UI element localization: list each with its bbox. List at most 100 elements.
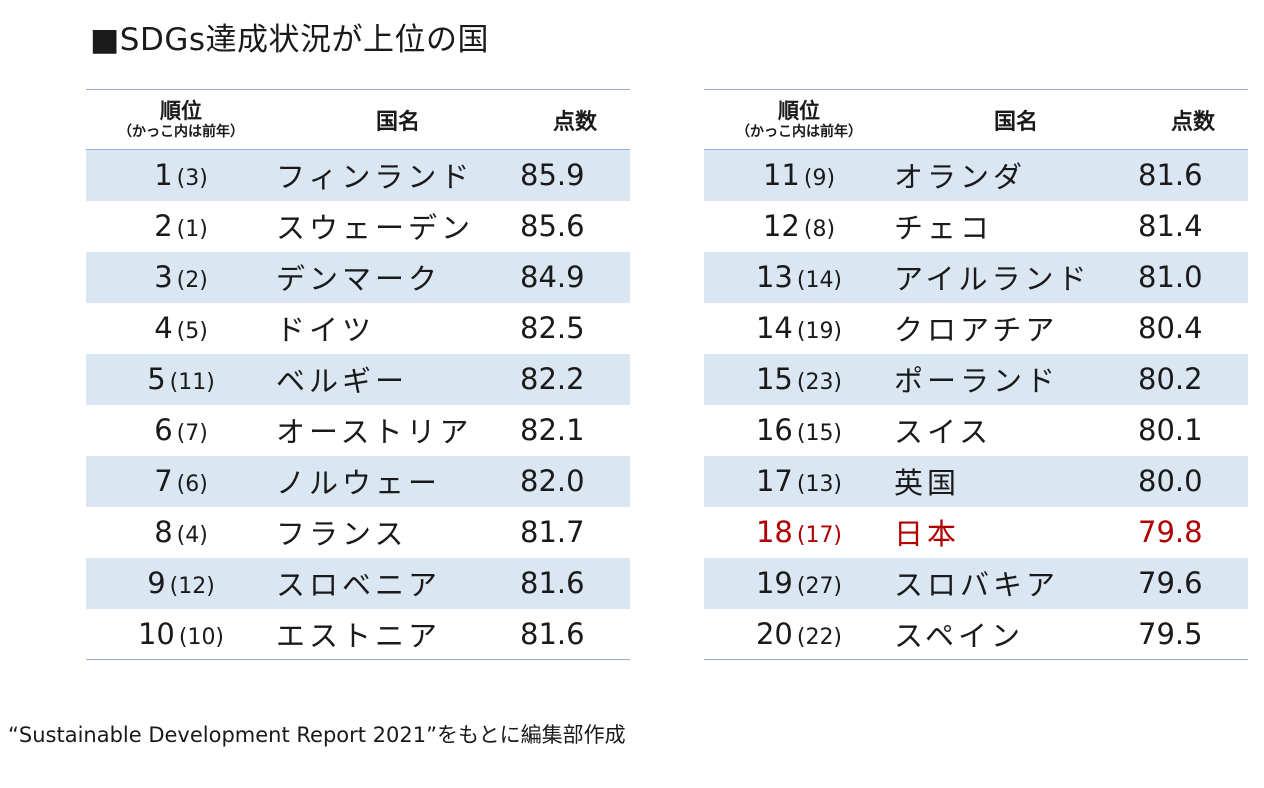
rank-value: 9 xyxy=(147,566,166,600)
table-row: 10 (10) エストニア 81.6 xyxy=(86,608,630,660)
rank-cell: 9 (12) xyxy=(86,558,276,609)
header-score: 点数 xyxy=(1138,89,1248,150)
table-row: 7 (6) ノルウェー 82.0 xyxy=(86,455,630,507)
table-row: 8 (4) フランス 81.7 xyxy=(86,507,630,558)
previous-rank: (7) xyxy=(176,421,208,446)
previous-rank: (5) xyxy=(176,319,208,344)
score-value: 81.0 xyxy=(1138,260,1203,294)
previous-rank: (1) xyxy=(176,217,208,242)
country-name: スロバキア xyxy=(894,568,1060,602)
rank-cell: 3 (2) xyxy=(86,252,276,303)
rank-value: 4 xyxy=(154,311,173,345)
previous-rank: (10) xyxy=(178,624,225,650)
country-name: フィンランド xyxy=(276,160,474,195)
rank-value: 18 xyxy=(755,515,793,549)
country-name: スペイン xyxy=(894,608,1138,660)
rank-value: 10 xyxy=(137,616,175,651)
header-rank: 順位 （かっこ内は前年） xyxy=(86,89,276,150)
table-row: 6 (7) オーストリア 82.1 xyxy=(86,405,630,456)
source-note: “Sustainable Development Report 2021”をもと… xyxy=(8,723,626,747)
rank-value: 8 xyxy=(154,515,173,549)
country-name: クロアチア xyxy=(894,313,1059,347)
rank-value: 14 xyxy=(755,311,793,345)
header-rank: 順位 （かっこ内は前年） xyxy=(704,89,894,150)
score-value: 82.1 xyxy=(520,413,585,447)
table-header-row: 順位 （かっこ内は前年） 国名 点数 xyxy=(704,89,1248,150)
score-value: 80.2 xyxy=(1138,362,1203,396)
header-country: 国名 xyxy=(894,89,1138,150)
table-row: 13 (14) アイルランド 81.0 xyxy=(704,251,1248,303)
header-rank-label: 順位 xyxy=(160,98,202,123)
previous-rank: (22) xyxy=(796,624,843,650)
rank-cell: 17 (13) xyxy=(704,456,894,507)
header-rank-note: （かっこ内は前年） xyxy=(736,123,862,140)
country-name: フランス xyxy=(276,517,408,551)
score-value: 85.9 xyxy=(520,158,585,193)
country-name: スロベニア xyxy=(276,568,442,602)
previous-rank: (13) xyxy=(796,472,843,497)
table-row: 20 (22) スペイン 79.5 xyxy=(704,608,1248,660)
rank-value: 11 xyxy=(762,158,800,193)
rank-cell: 10 (10) xyxy=(86,608,276,660)
rank-value: 20 xyxy=(755,616,793,651)
rank-cell: 4 (5) xyxy=(86,303,276,354)
score-value: 80.4 xyxy=(1138,311,1203,345)
rank-value: 16 xyxy=(755,413,793,447)
score-value: 79.8 xyxy=(1138,515,1203,549)
table-row: 11 (9) オランダ 81.6 xyxy=(704,149,1248,201)
previous-rank: (9) xyxy=(803,166,836,192)
score-value: 79.6 xyxy=(1138,566,1203,600)
score-value: 80.0 xyxy=(1138,464,1203,498)
table-body-right: 11 (9) オランダ 81.6 12 (8) チェコ 81.4 13 (14) アイルランド 81.… xyxy=(704,149,1248,660)
rank-cell: 18 (17) xyxy=(704,507,894,558)
country-name: デンマーク xyxy=(276,262,442,296)
table-row: 5 (11) ベルギー 82.2 xyxy=(86,353,630,405)
score-value: 82.2 xyxy=(520,362,585,396)
rank-cell: 19 (27) xyxy=(704,558,894,609)
rank-value: 19 xyxy=(755,566,793,600)
country-name: ポーランド xyxy=(894,364,1060,398)
rank-cell: 12 (8) xyxy=(704,201,894,252)
country-name: チェコ xyxy=(894,211,994,245)
table-row: 15 (23) ポーランド 80.2 xyxy=(704,353,1248,405)
score-value: 84.9 xyxy=(520,260,585,294)
table-row: 17 (13) 英国 80.0 xyxy=(704,455,1248,507)
score-value: 81.7 xyxy=(520,515,585,549)
page-title: ■SDGs達成状況が上位の国 xyxy=(90,22,490,58)
rank-cell: 11 (9) xyxy=(704,150,894,201)
previous-rank: (2) xyxy=(176,268,208,293)
previous-rank: (19) xyxy=(796,319,843,344)
rank-cell: 14 (19) xyxy=(704,303,894,354)
table-row: 18 (17) 日本 79.8 xyxy=(704,507,1248,558)
previous-rank: (4) xyxy=(176,523,208,548)
score-value: 81.6 xyxy=(1138,158,1203,193)
country-name: スウェーデン xyxy=(276,211,475,245)
rank-cell: 5 (11) xyxy=(86,354,276,405)
country-name: オーストリア xyxy=(276,415,473,449)
table-header-row: 順位 （かっこ内は前年） 国名 点数 xyxy=(86,89,630,150)
rank-value: 6 xyxy=(154,413,173,447)
rank-cell: 7 (6) xyxy=(86,456,276,507)
previous-rank: (14) xyxy=(796,268,843,293)
rank-value: 17 xyxy=(755,464,793,498)
country-name: スイス xyxy=(894,415,993,449)
rank-cell: 2 (1) xyxy=(86,201,276,252)
table-row: 14 (19) クロアチア 80.4 xyxy=(704,303,1248,354)
rank-cell: 6 (7) xyxy=(86,405,276,456)
ranking-table-right: 順位 （かっこ内は前年） 国名 点数 11 (9) オランダ 81.6 12 (8) チェコ… xyxy=(704,89,1248,660)
table-row: 3 (2) デンマーク 84.9 xyxy=(86,251,630,303)
table-row: 2 (1) スウェーデン 85.6 xyxy=(86,201,630,252)
table-row: 19 (27) スロバキア 79.6 xyxy=(704,557,1248,609)
score-value: 79.5 xyxy=(1138,608,1248,660)
previous-rank: (3) xyxy=(176,166,208,192)
previous-rank: (8) xyxy=(803,217,836,242)
rank-value: 7 xyxy=(154,464,173,498)
previous-rank: (17) xyxy=(796,523,843,548)
previous-rank: (27) xyxy=(796,574,843,599)
header-country: 国名 xyxy=(276,89,520,150)
country-name: アイルランド xyxy=(894,262,1091,296)
header-rank-label: 順位 xyxy=(778,98,820,123)
table-row: 16 (15) スイス 80.1 xyxy=(704,405,1248,456)
score-value: 81.4 xyxy=(1138,209,1203,243)
table-row: 12 (8) チェコ 81.4 xyxy=(704,201,1248,252)
